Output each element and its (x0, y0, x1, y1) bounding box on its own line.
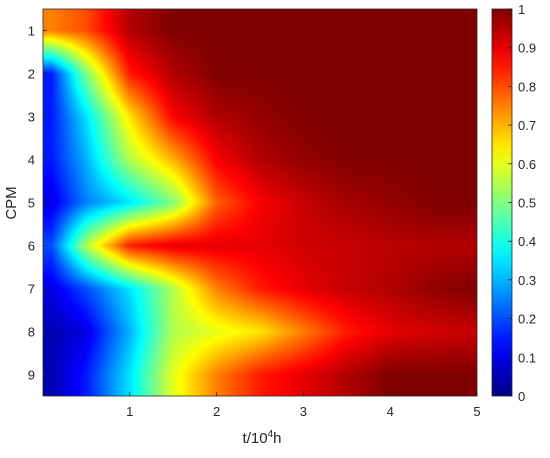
colorbar-tick-label: 0.7 (518, 118, 536, 133)
y-tick-label: 5 (28, 196, 35, 211)
x-axis-label-suffix: h (273, 430, 281, 447)
x-axis-label-sup: 4 (268, 429, 274, 440)
x-tick-label: 1 (126, 404, 133, 419)
y-tick-label: 2 (28, 67, 35, 82)
colorbar-tick-label: 0.2 (518, 312, 536, 327)
x-tick-label: 3 (300, 404, 307, 419)
colorbar-tick-label: 0.5 (518, 196, 536, 211)
x-axis-label-main: t/10 (243, 430, 268, 447)
y-tick-label: 7 (28, 282, 35, 297)
colorbar-tick-label: 1 (518, 2, 525, 17)
colorbar-ticks: 0 0.1 0.2 0.3 0.4 0.5 0.6 0.7 0.8 0.9 1 (508, 2, 536, 404)
colorbar-tick-label: 0.8 (518, 79, 536, 94)
x-tick-label: 5 (473, 404, 480, 419)
x-axis-label: t/104h (243, 429, 282, 447)
x-tick-label: 2 (213, 404, 220, 419)
colorbar-tick-label: 0.3 (518, 273, 536, 288)
y-axis-ticks: 1 2 3 4 5 6 7 8 9 (28, 24, 47, 383)
y-tick-label: 8 (28, 325, 35, 340)
x-tick-label: 4 (387, 404, 394, 419)
x-axis-ticks: 1 2 3 4 5 (126, 392, 481, 419)
colorbar-tick-label: 0.9 (518, 41, 536, 56)
colorbar-tick-label: 0.1 (518, 350, 536, 365)
y-tick-label: 6 (28, 239, 35, 254)
heatmap-image (43, 9, 477, 396)
y-tick-label: 9 (28, 368, 35, 383)
colorbar-tick-label: 0 (518, 389, 525, 404)
y-tick-label: 3 (28, 110, 35, 125)
y-axis-label: CPM (3, 186, 20, 219)
colorbar-tick-label: 0.4 (518, 234, 536, 249)
y-tick-label: 1 (28, 24, 35, 39)
colorbar-tick-label: 0.6 (518, 157, 536, 172)
y-tick-label: 4 (28, 153, 35, 168)
